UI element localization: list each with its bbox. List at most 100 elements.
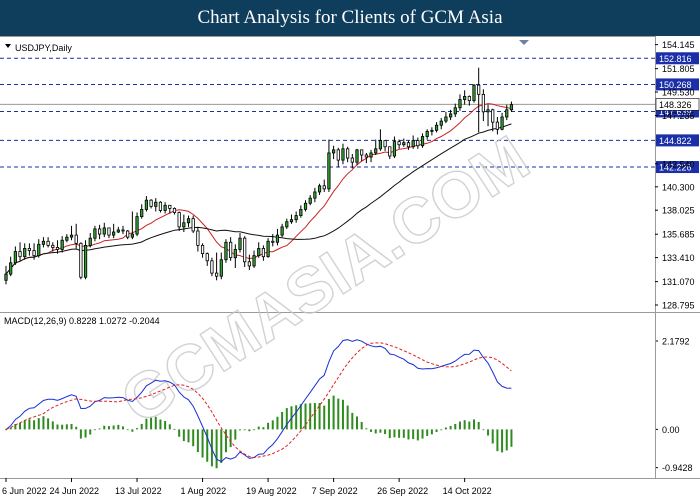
candle <box>406 140 411 150</box>
candle-body <box>317 185 322 193</box>
candle-body <box>168 204 172 209</box>
macd-histogram-bar <box>440 429 443 431</box>
candle-body <box>79 242 83 278</box>
candle <box>13 246 17 265</box>
candle <box>233 244 237 268</box>
candle-body <box>491 109 495 123</box>
price-chart[interactable]: 152.816 150.268 147.639 144.822 142.226 148.3… <box>0 36 700 500</box>
candle-body <box>69 234 74 238</box>
candle-body <box>102 227 106 235</box>
macd-histogram-bar <box>239 429 241 431</box>
macd-panel: MACD(12,26,9) 0.8228 1.0272 -0.2044 2.17… <box>4 313 693 478</box>
macd-histogram-bar <box>482 429 485 431</box>
candle <box>402 138 406 147</box>
macd-histogram-bar <box>9 427 12 430</box>
candle <box>23 243 27 260</box>
triangle-down-icon[interactable] <box>5 44 11 48</box>
symbol-label-group: USDJPY,Daily <box>5 43 72 53</box>
candle-body <box>247 261 251 267</box>
macd-histogram-bar <box>112 425 115 430</box>
macd-histogram-bar <box>56 424 59 430</box>
macd-histogram-bar <box>379 429 382 433</box>
candle-body <box>289 219 294 223</box>
macd-histogram-bar <box>206 429 209 462</box>
macd-histogram-bar <box>435 429 438 433</box>
candle <box>463 90 467 105</box>
macd-histogram-bar <box>421 429 424 439</box>
macd-histogram-bar <box>159 419 162 430</box>
price-tick-label: 128.795 <box>662 300 695 310</box>
candle <box>46 237 50 248</box>
level-label: 142.226 <box>659 163 692 173</box>
chart-title: Chart Analysis for Clients of GCM Asia <box>197 7 503 28</box>
candle-body <box>350 157 354 163</box>
time-tick-label: 26 Sep 2022 <box>377 486 428 496</box>
candle-body <box>434 124 439 131</box>
macd-histogram-bar <box>295 405 298 430</box>
macd-histogram-bar <box>444 427 447 430</box>
candle-body <box>453 107 457 115</box>
candle <box>280 223 284 238</box>
macd-histogram-bar <box>93 429 96 431</box>
candle <box>140 204 144 219</box>
candle-body <box>397 141 401 146</box>
candle-body <box>51 244 55 248</box>
macd-histogram-bar <box>229 429 232 448</box>
candle <box>336 147 340 168</box>
candle-body <box>112 231 116 236</box>
candle-body <box>191 218 195 232</box>
candle <box>448 109 453 121</box>
candle <box>299 205 303 218</box>
candle-body <box>224 241 228 261</box>
candle <box>313 187 317 203</box>
candle <box>32 243 36 260</box>
candle-body <box>481 93 485 113</box>
macd-histogram-bar <box>304 403 307 430</box>
macd-histogram-bar <box>103 425 106 430</box>
candle <box>51 242 55 252</box>
candle-body <box>46 240 50 246</box>
macd-histogram-bar <box>122 426 124 430</box>
shift-marker-icon[interactable] <box>519 40 529 45</box>
candle-body <box>331 149 336 154</box>
macd-histogram-bar <box>215 429 218 469</box>
candle-body <box>135 216 139 235</box>
candle-body <box>9 262 13 275</box>
candle <box>285 218 289 229</box>
candle-body <box>430 129 434 132</box>
macd-histogram-bar <box>257 426 260 430</box>
candle <box>135 212 139 237</box>
macd-histogram-bar <box>98 428 101 430</box>
candle-body <box>425 130 429 137</box>
candle-body <box>88 237 92 246</box>
macd-histogram-bar <box>327 399 330 430</box>
candle <box>83 240 88 280</box>
candle <box>266 238 270 258</box>
macd-histogram-bar <box>173 428 176 430</box>
candle <box>121 225 125 235</box>
candle-body <box>126 230 130 238</box>
candle <box>360 149 364 162</box>
candle-body <box>144 199 148 210</box>
candle <box>477 67 481 133</box>
macd-histogram-bar <box>463 420 466 430</box>
candle <box>271 234 275 247</box>
time-tick-label: 13 Jul 2022 <box>115 486 162 496</box>
macd-histogram-bar <box>5 429 7 431</box>
candle-body <box>37 243 41 257</box>
macd-histogram-bar <box>318 403 321 430</box>
candle-body <box>172 207 177 213</box>
macd-histogram-bar <box>416 429 419 441</box>
candle-body <box>252 255 256 267</box>
candle-body <box>388 146 392 157</box>
macd-histogram-bar <box>430 429 433 435</box>
candle <box>257 242 261 258</box>
candle <box>149 199 153 209</box>
macd-histogram-bar <box>89 429 92 435</box>
candle-body <box>60 239 64 250</box>
macd-histogram-bar <box>187 429 190 443</box>
macd-histogram-bar <box>84 429 87 438</box>
candle <box>388 146 392 160</box>
candle-body <box>448 113 453 118</box>
candle <box>383 140 387 151</box>
